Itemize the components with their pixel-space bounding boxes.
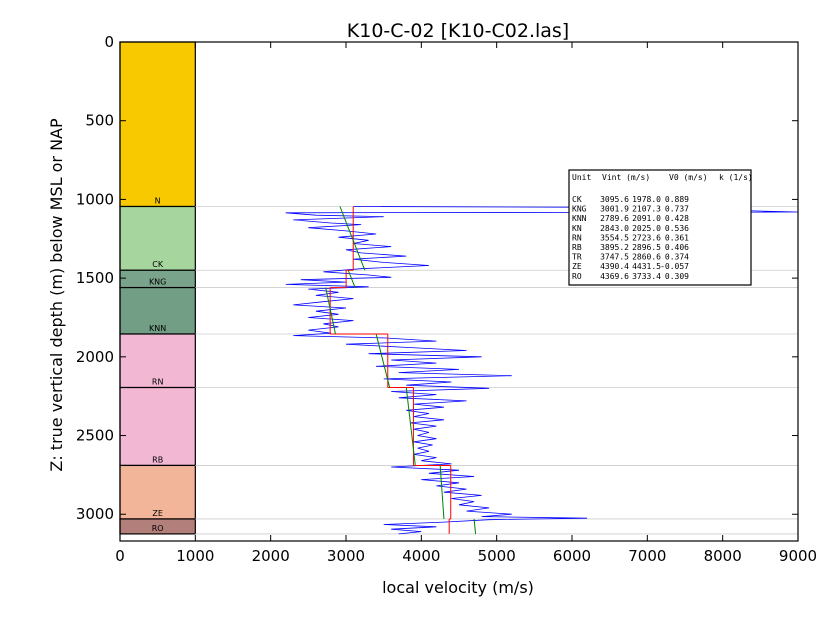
x-tick-label-8000: 8000 xyxy=(704,547,742,565)
legend-v0-ro: 3733.4 xyxy=(632,272,661,281)
legend-unit-kng: KNG xyxy=(572,205,587,214)
legend-vint-ze: 4390.4 xyxy=(600,262,629,271)
x-tick-label-5000: 5000 xyxy=(478,547,516,565)
legend-v0-knn: 2091.0 xyxy=(632,214,661,223)
x-axis: 0 1000 2000 3000 4000 5000 6000 7000 8000 9000 xyxy=(115,42,817,565)
x-tick-label-2000: 2000 xyxy=(252,547,290,565)
trend-fit-knn xyxy=(325,287,336,335)
legend-vint-kn: 2843.0 xyxy=(600,224,629,233)
y-tick-label-500: 500 xyxy=(85,112,114,130)
plot-frame xyxy=(119,41,799,542)
legend-k-kn: 0.536 xyxy=(665,224,689,233)
legend-unit-ro: RO xyxy=(572,272,582,281)
trend-fit-rb xyxy=(405,387,416,466)
legend-v0-ck: 1978.0 xyxy=(632,195,661,204)
legend-unit-kn: KN xyxy=(572,224,582,233)
sonic-log-line xyxy=(285,206,799,535)
legend-k-rn: 0.361 xyxy=(665,233,689,242)
legend-v0-kn: 2025.0 xyxy=(632,224,661,233)
legend-vint-kng: 3001.9 xyxy=(600,205,629,214)
interval-velocity-layer xyxy=(329,206,452,534)
legend-vint-ro: 4369.6 xyxy=(600,272,629,281)
x-tick-label-6000: 6000 xyxy=(553,547,591,565)
unit-label-ze: ZE xyxy=(152,509,163,518)
legend-vint-knn: 2789.6 xyxy=(600,214,629,223)
stratigraphic-column: N CK KNG KNN RN RB ZE RO xyxy=(119,41,196,535)
legend-table: Unit Vint (m/s) V0 (m/s) k (1/s) CK 3095.6 197… xyxy=(568,169,753,286)
legend-unit-tr: TR xyxy=(572,253,582,262)
unit-label-knn: KNN xyxy=(149,324,166,333)
x-tick-label-3000: 3000 xyxy=(327,547,365,565)
unit-box-ck xyxy=(119,205,196,271)
y-tick-label-1500: 1500 xyxy=(76,269,114,287)
legend-v0-rn: 2723.6 xyxy=(632,233,661,242)
x-tick-label-4000: 4000 xyxy=(402,547,440,565)
unit-box-knn xyxy=(119,286,196,335)
legend-k-knn: 0.428 xyxy=(665,214,689,223)
unit-label-rn: RN xyxy=(152,378,164,387)
legend-v0-ze: 4431.5 xyxy=(632,262,661,271)
legend-header-1: Vint (m/s) xyxy=(602,173,650,182)
y-tick-label-3000: 3000 xyxy=(76,505,114,523)
legend-vint-ck: 3095.6 xyxy=(600,195,629,204)
x-tick-label-7000: 7000 xyxy=(628,547,666,565)
y-tick-label-0: 0 xyxy=(104,33,114,51)
y-axis-label: Z: true vertical depth (m) below MSL or … xyxy=(47,118,66,472)
legend-k-kng: 0.737 xyxy=(665,205,689,214)
legend-unit-ze: ZE xyxy=(572,262,582,271)
unit-label-n: N xyxy=(155,196,161,205)
legend-k-ro: 0.309 xyxy=(665,272,689,281)
legend-unit-ck: CK xyxy=(572,195,582,204)
unit-box-rn xyxy=(119,333,196,389)
trend-fit-ck xyxy=(339,206,366,271)
x-tick-label-9000: 9000 xyxy=(779,547,817,565)
legend-v0-kng: 2107.3 xyxy=(632,205,661,214)
legend-k-rb: 0.406 xyxy=(665,243,689,252)
y-axis: 0 500 1000 1500 2000 2500 3000 xyxy=(76,33,798,523)
legend-unit-rb: RB xyxy=(572,243,582,252)
legend-vint-tr: 3747.5 xyxy=(600,253,629,262)
y-tick-label-2500: 2500 xyxy=(76,427,114,445)
unit-label-ck: CK xyxy=(152,260,164,269)
legend-header-3: k (1/s) xyxy=(719,173,753,182)
legend-box xyxy=(568,169,752,286)
sonic-log-layer xyxy=(285,206,799,535)
legend-vint-rn: 3554.5 xyxy=(600,233,629,242)
x-tick-label-0: 0 xyxy=(115,547,125,565)
chart-title: K10-C-02 [K10-C02.las] xyxy=(347,20,569,42)
trend-fit-kng xyxy=(347,270,356,288)
legend-unit-rn: RN xyxy=(572,233,582,242)
unit-box-rb xyxy=(119,386,196,467)
legend-k-ck: 0.889 xyxy=(665,195,689,204)
trend-fit-layer xyxy=(325,206,477,534)
unit-label-ro: RO xyxy=(152,524,164,533)
trend-fit-rn xyxy=(375,333,391,388)
x-axis-label: local velocity (m/s) xyxy=(382,578,534,597)
trend-fit-ze xyxy=(439,465,445,519)
unit-box-n xyxy=(119,41,196,208)
unit-label-kng: KNG xyxy=(149,278,166,287)
legend-unit-knn: KNN xyxy=(572,214,587,223)
y-tick-label-1000: 1000 xyxy=(76,190,114,208)
legend-v0-tr: 2860.6 xyxy=(632,253,661,262)
legend-k-ze: -0.057 xyxy=(660,262,689,271)
legend-v0-rb: 2896.5 xyxy=(632,243,661,252)
unit-label-rb: RB xyxy=(152,455,163,464)
x-tick-label-1000: 1000 xyxy=(176,547,214,565)
legend-k-tr: 0.374 xyxy=(665,253,689,262)
trend-fit-ro xyxy=(473,518,477,534)
legend-vint-rb: 3895.2 xyxy=(600,243,629,252)
legend-header-0: Unit xyxy=(572,173,591,182)
legend-header-2: V0 (m/s) xyxy=(669,173,708,182)
y-tick-label-2000: 2000 xyxy=(76,348,114,366)
